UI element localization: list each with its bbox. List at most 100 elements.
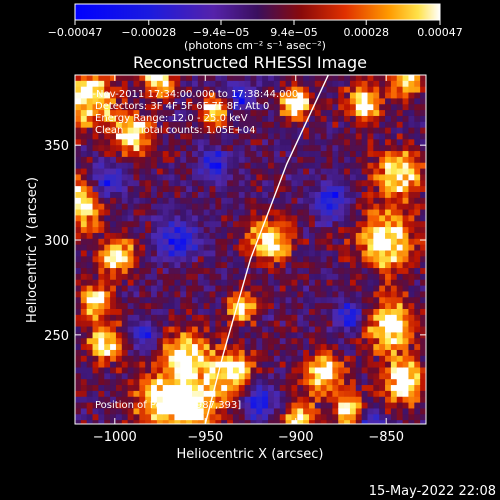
heatmap-cell	[303, 215, 310, 222]
heatmap-cell	[414, 349, 421, 357]
heatmap-cell	[133, 320, 140, 328]
heatmap-cell	[151, 186, 158, 193]
heatmap-cell	[297, 209, 304, 216]
heatmap-cell	[238, 250, 246, 257]
heatmap-cell	[309, 133, 316, 140]
heatmap-cell	[162, 396, 170, 404]
heatmap-cell	[151, 92, 158, 99]
heatmap-cell	[203, 115, 211, 123]
heatmap-cell	[244, 297, 252, 304]
heatmap-cell	[344, 285, 351, 293]
heatmap-cell	[244, 104, 252, 111]
heatmap-cell	[145, 192, 152, 199]
heatmap-cell	[285, 373, 293, 380]
heatmap-cell	[110, 92, 117, 99]
heatmap-cell	[303, 390, 310, 398]
heatmap-cell	[232, 121, 240, 129]
heatmap-cell	[408, 162, 415, 170]
heatmap-cell	[110, 385, 117, 392]
heatmap-cell	[373, 396, 380, 404]
heatmap-cell	[227, 297, 234, 304]
heatmap-cell	[180, 402, 187, 410]
heatmap-cell	[133, 250, 140, 257]
heatmap-cell	[332, 110, 339, 117]
heatmap-cell	[332, 268, 339, 275]
heatmap-cell	[390, 402, 398, 410]
heatmap-cell	[98, 203, 105, 211]
heatmap-cell	[98, 156, 105, 164]
heatmap-cell	[127, 361, 135, 369]
heatmap-cell	[168, 232, 176, 240]
heatmap-cell	[98, 232, 105, 240]
heatmap-cell	[209, 162, 216, 170]
heatmap-cell	[121, 139, 129, 146]
heatmap-cell	[86, 121, 94, 129]
heatmap-cell	[98, 174, 105, 181]
heatmap-cell	[92, 320, 99, 328]
heatmap-cell	[402, 86, 410, 94]
heatmap-cell	[174, 326, 181, 333]
heatmap-cell	[92, 367, 99, 374]
heatmap-cell	[127, 115, 135, 123]
heatmap-cell	[174, 104, 181, 111]
heatmap-cell	[75, 303, 82, 310]
heatmap-cell	[80, 180, 88, 187]
heatmap-cell	[186, 320, 193, 328]
heatmap-cell	[279, 390, 287, 398]
heatmap-cell	[344, 338, 351, 345]
heatmap-cell	[367, 203, 374, 211]
heatmap-cell	[92, 361, 99, 369]
heatmap-cell	[420, 285, 426, 293]
heatmap-cell	[256, 139, 263, 146]
heatmap-cell	[238, 98, 246, 105]
heatmap-cell	[127, 232, 135, 240]
heatmap-cell	[338, 320, 345, 328]
heatmap-cell	[332, 390, 339, 398]
heatmap-cell	[414, 390, 421, 398]
heatmap-cell	[215, 279, 222, 287]
heatmap-cell	[80, 151, 88, 158]
heatmap-cell	[262, 373, 269, 380]
heatmap-cell	[250, 174, 257, 181]
heatmap-cell	[121, 121, 129, 129]
heatmap-cell	[115, 256, 123, 263]
heatmap-cell	[285, 180, 293, 187]
heatmap-cell	[203, 250, 211, 257]
heatmap-cell	[139, 349, 146, 357]
heatmap-cell	[104, 162, 111, 170]
heatmap-cell	[162, 75, 170, 82]
heatmap-cell	[256, 221, 263, 228]
heatmap-cell	[402, 215, 410, 222]
heatmap-cell	[303, 344, 310, 351]
heatmap-cell	[309, 110, 316, 117]
heatmap-cell	[326, 174, 333, 181]
heatmap-cell	[373, 367, 380, 374]
heatmap-cell	[162, 320, 170, 328]
heatmap-cell	[203, 110, 211, 117]
heatmap-cell	[151, 268, 158, 275]
heatmap-cell	[192, 273, 199, 281]
heatmap-cell	[98, 379, 105, 386]
heatmap-cell	[373, 215, 380, 222]
heatmap-cell	[238, 192, 246, 199]
heatmap-cell	[338, 262, 345, 269]
heatmap-cell	[80, 186, 88, 193]
heatmap-cell	[303, 104, 310, 111]
heatmap-cell	[250, 273, 257, 281]
heatmap-cell	[420, 320, 426, 328]
heatmap-cell	[98, 355, 105, 363]
heatmap-cell	[115, 121, 123, 129]
heatmap-cell	[402, 344, 410, 351]
heatmap-cell	[139, 320, 146, 328]
heatmap-cell	[232, 139, 240, 146]
heatmap-cell	[151, 115, 158, 123]
heatmap-cell	[92, 314, 99, 322]
heatmap-cell	[373, 209, 380, 216]
heatmap-cell	[250, 145, 257, 152]
heatmap-cell	[355, 402, 363, 410]
heatmap-cell	[145, 385, 152, 392]
heatmap-cell	[309, 92, 316, 99]
heatmap-cell	[221, 162, 228, 170]
heatmap-cell	[396, 168, 404, 176]
heatmap-cell	[127, 197, 135, 205]
